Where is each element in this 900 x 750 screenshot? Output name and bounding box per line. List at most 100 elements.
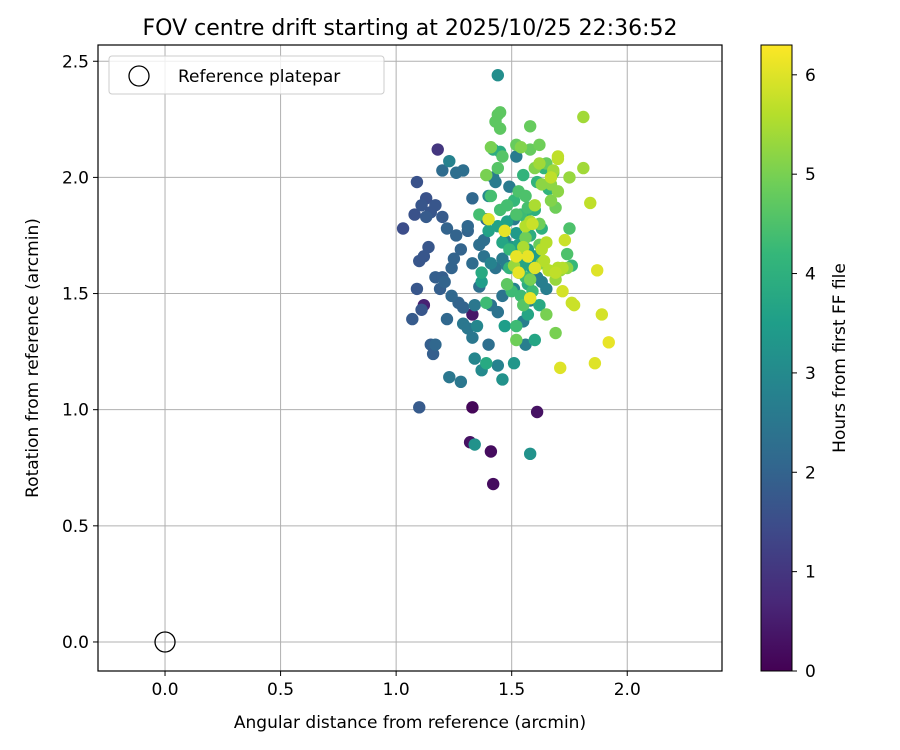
x-tick-label: 1.0	[383, 680, 410, 700]
data-point	[468, 298, 481, 312]
data-point	[595, 308, 609, 321]
data-point	[487, 477, 500, 491]
x-axis-ticks: 0.0 0.5 1.0 1.5 2.0	[151, 671, 641, 700]
data-point	[466, 192, 479, 205]
colorbar-tick-label: 3	[805, 364, 816, 384]
data-point	[438, 275, 451, 289]
y-tick-label: 1.0	[62, 401, 89, 421]
data-point	[484, 445, 498, 458]
data-point	[535, 178, 548, 191]
legend-box	[108, 55, 385, 95]
data-point	[410, 282, 424, 296]
data-point	[498, 319, 511, 333]
data-point	[473, 208, 486, 221]
data-point	[523, 120, 537, 133]
data-point	[551, 185, 565, 198]
data-point	[454, 243, 468, 256]
data-point	[556, 285, 569, 298]
data-point	[440, 222, 454, 235]
data-point	[519, 189, 532, 203]
data-point	[544, 171, 558, 184]
data-point	[549, 326, 562, 340]
data-point	[422, 240, 435, 254]
data-point	[558, 233, 572, 247]
colorbar-label: Hours from first FF file	[830, 263, 850, 453]
data-point	[540, 236, 553, 249]
data-point	[482, 224, 495, 238]
data-point	[461, 219, 474, 233]
data-point	[510, 250, 523, 263]
data-point	[577, 110, 590, 124]
data-point	[577, 161, 590, 175]
data-point	[521, 308, 535, 321]
data-point	[528, 261, 541, 275]
data-point	[537, 254, 551, 268]
data-point	[482, 338, 495, 351]
data-point	[507, 357, 521, 370]
data-point	[510, 226, 523, 240]
data-point	[466, 308, 479, 321]
data-point	[500, 199, 514, 212]
data-point	[551, 150, 565, 163]
data-point	[496, 289, 509, 303]
colorbar-tick-label: 0	[805, 662, 816, 682]
data-point	[466, 331, 479, 344]
data-point	[475, 275, 488, 289]
data-point	[521, 250, 535, 263]
data-point	[523, 291, 537, 305]
data-point	[567, 298, 581, 312]
x-tick-label: 0.0	[151, 680, 178, 700]
data-point	[503, 180, 516, 193]
data-point	[468, 352, 481, 365]
y-tick-label: 0.5	[62, 517, 89, 537]
data-point	[491, 305, 505, 319]
data-point	[528, 333, 541, 347]
x-axis-label: Angular distance from reference (arcmin)	[234, 713, 586, 733]
colorbar-gradient	[760, 44, 793, 672]
data-point	[540, 282, 553, 296]
data-point	[454, 375, 468, 389]
x-tick-label: 1.5	[498, 680, 525, 700]
data-point	[584, 196, 597, 210]
data-point	[468, 438, 481, 451]
y-tick-label: 2.5	[62, 52, 89, 72]
reference-point-marker	[154, 631, 176, 653]
data-point	[514, 141, 528, 154]
data-point	[470, 319, 484, 333]
data-point	[523, 273, 537, 286]
colorbar-tick-label: 2	[805, 463, 816, 483]
legend-label-reference: Reference platepar	[178, 67, 340, 87]
y-tick-label: 2.0	[62, 168, 89, 188]
data-point	[512, 266, 525, 279]
data-point	[477, 233, 491, 247]
data-points	[396, 68, 615, 491]
data-point	[519, 231, 532, 244]
data-point	[431, 143, 444, 156]
data-point	[510, 208, 523, 221]
colorbar-tick-label: 6	[805, 66, 816, 86]
data-point	[445, 289, 458, 303]
data-point	[426, 347, 440, 361]
data-point	[491, 359, 505, 372]
data-point	[413, 401, 426, 414]
data-point	[440, 312, 454, 326]
data-point	[417, 250, 431, 263]
colorbar-tick-label: 1	[805, 563, 816, 583]
y-axis-ticks: 0.0 0.5 1.0 1.5 2.0 2.5	[62, 52, 98, 653]
data-point	[496, 150, 509, 163]
data-point	[591, 264, 604, 277]
data-point	[510, 319, 523, 333]
data-point	[443, 370, 456, 384]
chart-title: FOV centre drift starting at 2025/10/25 …	[143, 16, 678, 41]
data-point	[500, 215, 514, 228]
data-point	[563, 171, 576, 184]
data-point	[500, 278, 514, 291]
data-point	[429, 199, 442, 212]
data-point	[491, 161, 505, 175]
data-point	[475, 266, 488, 279]
data-point	[510, 333, 523, 347]
data-point	[523, 447, 537, 461]
data-point	[429, 338, 442, 351]
data-point	[456, 301, 470, 314]
y-tick-label: 1.5	[62, 285, 89, 305]
